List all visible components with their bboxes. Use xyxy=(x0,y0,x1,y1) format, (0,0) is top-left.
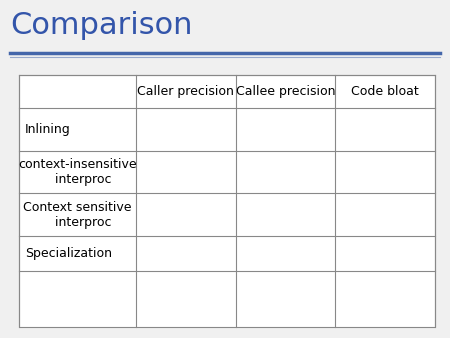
Text: context-insensitive
   interproc: context-insensitive interproc xyxy=(18,158,137,186)
Text: Context sensitive
   interproc: Context sensitive interproc xyxy=(23,201,132,229)
Text: Callee precision: Callee precision xyxy=(236,85,335,98)
Text: Code bloat: Code bloat xyxy=(351,85,419,98)
Text: Caller precision: Caller precision xyxy=(137,85,234,98)
Bar xyxy=(19,75,435,327)
Text: Specialization: Specialization xyxy=(25,247,112,260)
Text: Inlining: Inlining xyxy=(25,123,70,136)
Text: Comparison: Comparison xyxy=(10,11,193,41)
